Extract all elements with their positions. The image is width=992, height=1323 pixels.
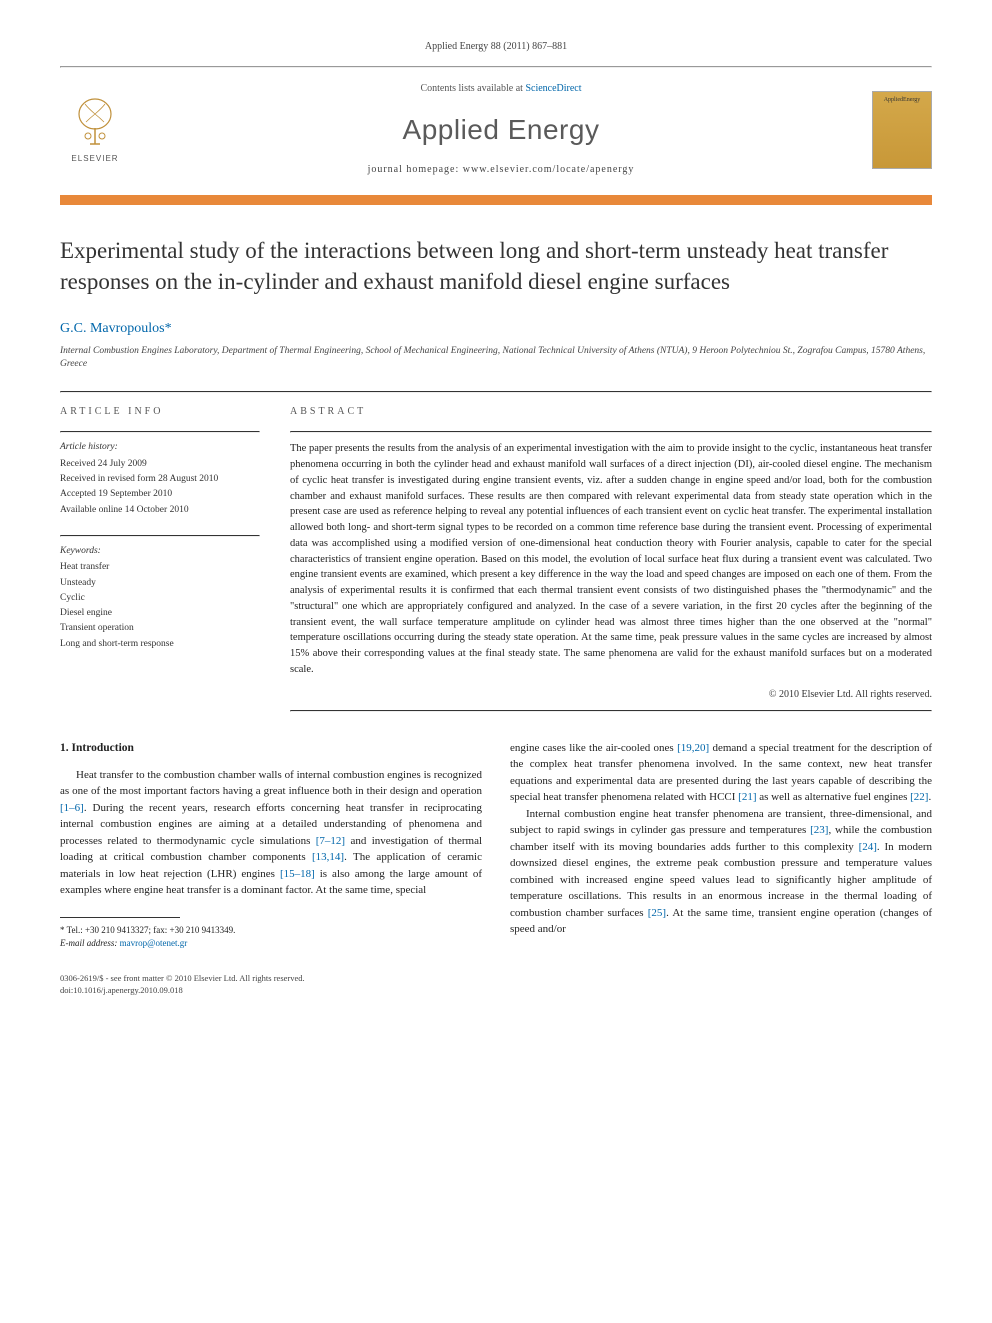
journal-cover-thumb: AppliedEnergy xyxy=(872,91,932,169)
contents-line: Contents lists available at ScienceDirec… xyxy=(148,82,854,96)
text-run: engine cases like the air-cooled ones xyxy=(510,742,677,754)
citation-link[interactable]: [7–12] xyxy=(316,835,345,847)
history-label: Article history: xyxy=(60,441,260,454)
abstract-heading: ABSTRACT xyxy=(290,405,932,419)
paragraph: Heat transfer to the combustion chamber … xyxy=(60,767,482,899)
cover-title: AppliedEnergy xyxy=(884,96,921,104)
info-subrule xyxy=(60,431,260,433)
article-info-block: ARTICLE INFO Article history: Received 2… xyxy=(60,405,260,711)
orange-rule xyxy=(60,195,932,205)
article-title: Experimental study of the interactions b… xyxy=(60,235,932,297)
citation-link[interactable]: [21] xyxy=(738,791,756,803)
keyword: Long and short-term response xyxy=(60,638,260,651)
keyword: Transient operation xyxy=(60,622,260,635)
running-head: Applied Energy 88 (2011) 867–881 xyxy=(60,40,932,54)
revised-date: Received in revised form 28 August 2010 xyxy=(60,473,260,486)
accepted-date: Accepted 19 September 2010 xyxy=(60,488,260,501)
column-right: engine cases like the air-cooled ones [1… xyxy=(510,740,932,949)
abs-rule xyxy=(290,431,932,433)
citation-link[interactable]: [22] xyxy=(910,791,928,803)
citation-link[interactable]: [25] xyxy=(648,907,666,919)
homepage-prefix: journal homepage: xyxy=(368,164,463,175)
citation-link[interactable]: [13,14] xyxy=(312,851,344,863)
author-name-link[interactable]: G.C. Mavropoulos xyxy=(60,321,165,336)
citation-link[interactable]: [19,20] xyxy=(677,742,709,754)
masthead: ELSEVIER Contents lists available at Sci… xyxy=(60,76,932,187)
section-heading: 1. Introduction xyxy=(60,740,482,757)
homepage-line: journal homepage: www.elsevier.com/locat… xyxy=(148,163,854,177)
masthead-center: Contents lists available at ScienceDirec… xyxy=(148,82,854,177)
citation-link[interactable]: [23] xyxy=(810,824,828,836)
info-section: ARTICLE INFO Article history: Received 2… xyxy=(60,405,932,711)
keywords-block: Keywords: Heat transfer Unsteady Cyclic … xyxy=(60,535,260,651)
info-rule xyxy=(60,391,932,393)
received-date: Received 24 July 2009 xyxy=(60,458,260,471)
keyword: Cyclic xyxy=(60,592,260,605)
keyword: Diesel engine xyxy=(60,607,260,620)
email-link[interactable]: mavrop@otenet.gr xyxy=(120,938,188,948)
footnote-rule xyxy=(60,917,180,918)
abs-bottom-rule xyxy=(290,710,932,712)
citation-link[interactable]: [15–18] xyxy=(280,868,315,880)
online-date: Available online 14 October 2010 xyxy=(60,504,260,517)
elsevier-tree-icon xyxy=(70,96,120,151)
publisher-name: ELSEVIER xyxy=(71,153,118,164)
paragraph: Internal combustion engine heat transfer… xyxy=(510,806,932,938)
contents-prefix: Contents lists available at xyxy=(420,83,525,94)
author-marker-link[interactable]: * xyxy=(165,321,172,336)
footer-issn: 0306-2619/$ - see front matter © 2010 El… xyxy=(60,973,932,985)
abstract-text: The paper presents the results from the … xyxy=(290,441,932,677)
top-rule xyxy=(60,66,932,68)
affiliation: Internal Combustion Engines Laboratory, … xyxy=(60,345,932,372)
paragraph: engine cases like the air-cooled ones [1… xyxy=(510,740,932,806)
keywords-label: Keywords: xyxy=(60,545,260,558)
sciencedirect-link[interactable]: ScienceDirect xyxy=(525,83,581,94)
kw-rule xyxy=(60,535,260,537)
corresponding-footnote: * Tel.: +30 210 9413327; fax: +30 210 94… xyxy=(60,924,482,949)
body-columns: 1. Introduction Heat transfer to the com… xyxy=(60,740,932,949)
citation-link[interactable]: [24] xyxy=(859,841,877,853)
column-left: 1. Introduction Heat transfer to the com… xyxy=(60,740,482,949)
keyword: Unsteady xyxy=(60,577,260,590)
abstract-copyright: © 2010 Elsevier Ltd. All rights reserved… xyxy=(290,688,932,702)
citation-link[interactable]: [1–6] xyxy=(60,802,84,814)
text-run: Heat transfer to the combustion chamber … xyxy=(60,769,482,798)
text-run: . xyxy=(928,791,931,803)
footer-doi: doi:10.1016/j.apenergy.2010.09.018 xyxy=(60,985,932,997)
elsevier-logo: ELSEVIER xyxy=(60,90,130,170)
keyword: Heat transfer xyxy=(60,561,260,574)
footnote-tel: Tel.: +30 210 9413327; fax: +30 210 9413… xyxy=(65,925,236,935)
page-footer: 0306-2619/$ - see front matter © 2010 El… xyxy=(60,973,932,997)
text-run: as well as alternative fuel engines xyxy=(757,791,911,803)
journal-name: Applied Energy xyxy=(148,110,854,149)
homepage-url: www.elsevier.com/locate/apenergy xyxy=(463,164,635,175)
author-line: G.C. Mavropoulos* xyxy=(60,319,932,339)
email-label: E-mail address: xyxy=(60,938,120,948)
article-info-heading: ARTICLE INFO xyxy=(60,405,260,419)
abstract-block: ABSTRACT The paper presents the results … xyxy=(290,405,932,711)
